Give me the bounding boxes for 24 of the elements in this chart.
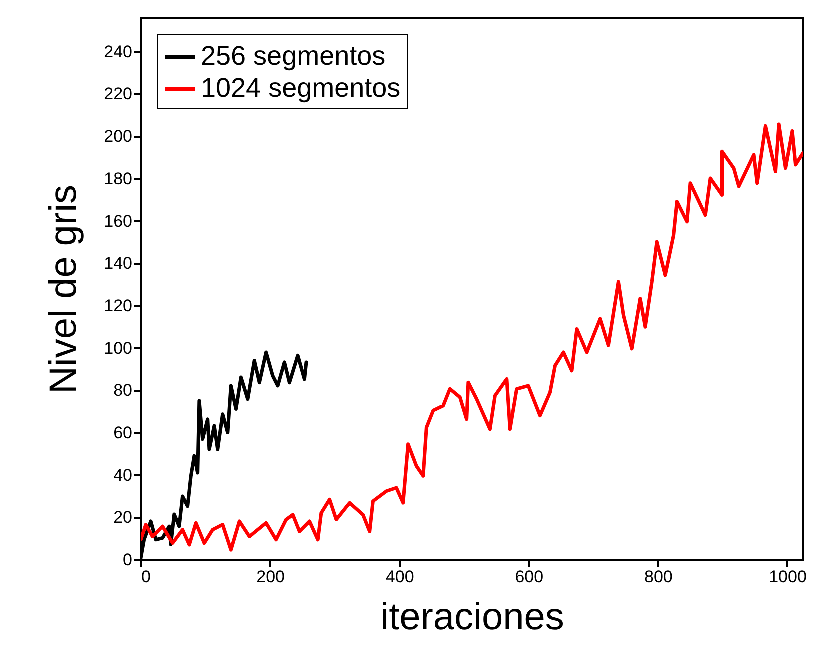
y-tick-label: 200 — [104, 127, 132, 146]
y-tick-label: 160 — [104, 212, 132, 231]
legend-label: 256 segmentos — [201, 41, 386, 71]
x-tick-label: 800 — [644, 568, 673, 586]
legend-label: 1024 segmentos — [201, 73, 401, 103]
y-tick-label: 20 — [114, 508, 132, 528]
y-tick-label: 220 — [104, 84, 132, 104]
x-tick-label: 400 — [386, 568, 414, 586]
y-tick-label: 120 — [104, 296, 132, 316]
y-tick-label: 80 — [114, 381, 132, 400]
y-tick-label: 40 — [114, 466, 132, 485]
y-tick-label: 140 — [104, 254, 132, 274]
y-axis-title: Nivel de gris — [43, 184, 86, 394]
x-tick-label: 0 — [142, 568, 151, 586]
y-tick-label: 240 — [104, 42, 132, 62]
x-tick-label: 600 — [515, 568, 544, 586]
y-tick-label: 100 — [104, 338, 132, 358]
y-tick-label: 0 — [123, 550, 132, 570]
x-tick-label: 1000 — [769, 568, 807, 586]
y-tick-label: 180 — [104, 169, 132, 188]
x-axis-title: iteraciones — [380, 596, 564, 638]
line-series — [141, 122, 803, 552]
x-tick-label: 200 — [256, 568, 285, 586]
y-tick-label: 60 — [114, 423, 132, 442]
